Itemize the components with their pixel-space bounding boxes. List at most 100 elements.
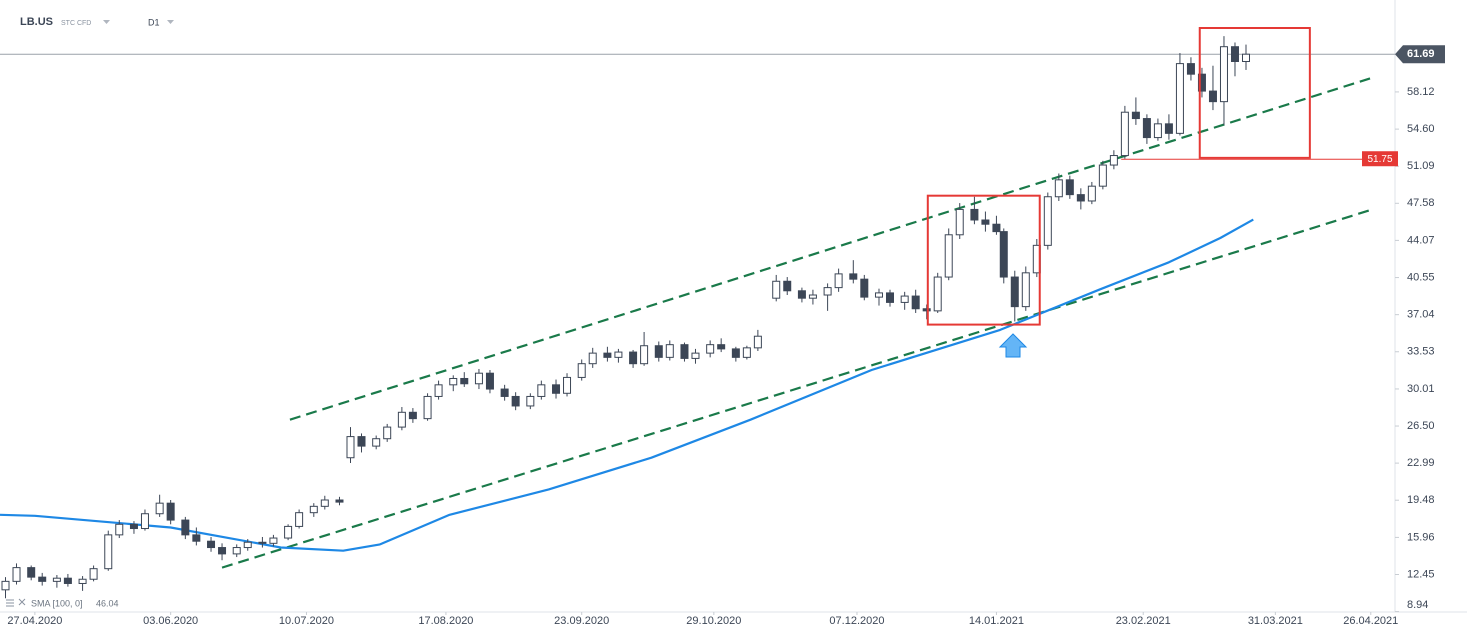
candle-body: [992, 223, 1001, 233]
candle-body: [320, 499, 329, 507]
highlight-box: [1198, 27, 1311, 159]
candle-body: [970, 208, 979, 221]
candle-body: [284, 525, 293, 539]
candle-body: [849, 273, 858, 280]
sma-line: [0, 218, 1254, 552]
candle-body: [691, 352, 700, 359]
candle-body: [603, 352, 612, 358]
candle-body: [900, 295, 909, 303]
candle-body: [665, 344, 674, 358]
candle-body: [357, 436, 366, 447]
x-tick-label: 14.01.2021: [969, 615, 1024, 627]
candle-body: [232, 547, 241, 555]
candle-body: [823, 287, 832, 296]
candle-body: [1131, 111, 1140, 120]
candle-body: [372, 438, 381, 447]
candle-body: [1142, 118, 1151, 139]
y-tick-label: 47.58: [1407, 197, 1435, 209]
candle-body: [588, 352, 597, 365]
x-tick-label: 29.10.2020: [686, 615, 741, 627]
candle-body: [181, 519, 190, 536]
candle-body: [269, 537, 278, 544]
indicator-icons[interactable]: [6, 598, 26, 607]
candle-body: [434, 384, 443, 397]
candle-body: [1120, 111, 1129, 157]
candle-body: [309, 505, 318, 514]
candle-body: [577, 363, 586, 378]
instrument-type: STC CFD: [61, 20, 91, 27]
candle-body: [860, 278, 869, 298]
candle-body: [537, 384, 546, 397]
candle-body: [397, 411, 406, 428]
candle-body: [885, 292, 894, 303]
candle-body: [922, 308, 931, 312]
candle-body: [1241, 53, 1250, 62]
candle-body: [1186, 63, 1195, 75]
candle-body: [12, 567, 21, 582]
candle-body: [423, 395, 432, 420]
candle-body: [526, 395, 535, 407]
y-tick-label: 30.01: [1407, 383, 1435, 395]
candle-body: [1043, 196, 1052, 246]
level-tag: [1362, 151, 1398, 167]
candle-body: [1087, 185, 1096, 202]
y-tick-label: 8.94: [1407, 599, 1428, 611]
candle-body: [797, 290, 806, 299]
y-tick-label: 26.50: [1407, 420, 1435, 432]
candle-body: [981, 219, 990, 225]
candle-body: [104, 534, 113, 570]
candle-body: [52, 577, 61, 582]
candle-body: [680, 344, 689, 359]
candle-body: [27, 567, 36, 578]
candle-body: [944, 234, 953, 278]
candle-body: [1021, 272, 1030, 308]
candle-body: [346, 436, 355, 459]
candle-body: [511, 395, 520, 407]
price-label: 61.69: [1407, 48, 1435, 60]
dropdown-icon[interactable]: [167, 20, 174, 24]
candle-body: [63, 577, 72, 584]
trendline: [289, 77, 1371, 421]
candle-body: [207, 540, 216, 549]
candle-body: [474, 372, 483, 385]
candle-body: [1230, 46, 1239, 62]
candle-body: [115, 523, 124, 536]
interval[interactable]: D1: [148, 17, 160, 27]
x-tick-label: 31.03.2021: [1248, 615, 1303, 627]
candle-body: [834, 273, 843, 289]
x-tick-label: 23.09.2020: [554, 615, 609, 627]
y-tick-label: 58.12: [1407, 86, 1435, 98]
candle-body: [552, 384, 561, 394]
candle-body: [629, 351, 638, 365]
candle-body: [731, 348, 740, 358]
candle-body: [1197, 73, 1206, 92]
candle-body: [1098, 164, 1107, 187]
candle-body: [78, 578, 87, 584]
sma-legend-value: 46.04: [96, 598, 119, 608]
candle-body: [383, 426, 392, 440]
candle-body: [640, 345, 649, 365]
level-label: 51.75: [1367, 154, 1392, 165]
sma-legend-name: SMA [100, 0]: [31, 598, 83, 608]
symbol[interactable]: LB.US: [20, 16, 53, 28]
candle-body: [654, 345, 663, 358]
x-tick-label: 26.04.2021: [1343, 615, 1398, 627]
candle-body: [1076, 194, 1085, 202]
dropdown-icon[interactable]: [103, 20, 110, 24]
candle-body: [500, 388, 509, 397]
candle-body: [1175, 63, 1184, 134]
candle-body: [955, 208, 964, 236]
trendline: [221, 208, 1372, 569]
candle-body: [243, 541, 252, 549]
y-tick-label: 12.45: [1407, 568, 1435, 580]
y-tick-label: 19.48: [1407, 494, 1435, 506]
y-tick-label: 37.04: [1407, 309, 1435, 321]
y-tick-label: 15.96: [1407, 531, 1435, 543]
candle-body: [155, 502, 164, 515]
candle-body: [1054, 179, 1063, 198]
candle-body: [258, 541, 267, 544]
candle-body: [408, 411, 417, 420]
y-tick-label: 33.53: [1407, 346, 1435, 358]
